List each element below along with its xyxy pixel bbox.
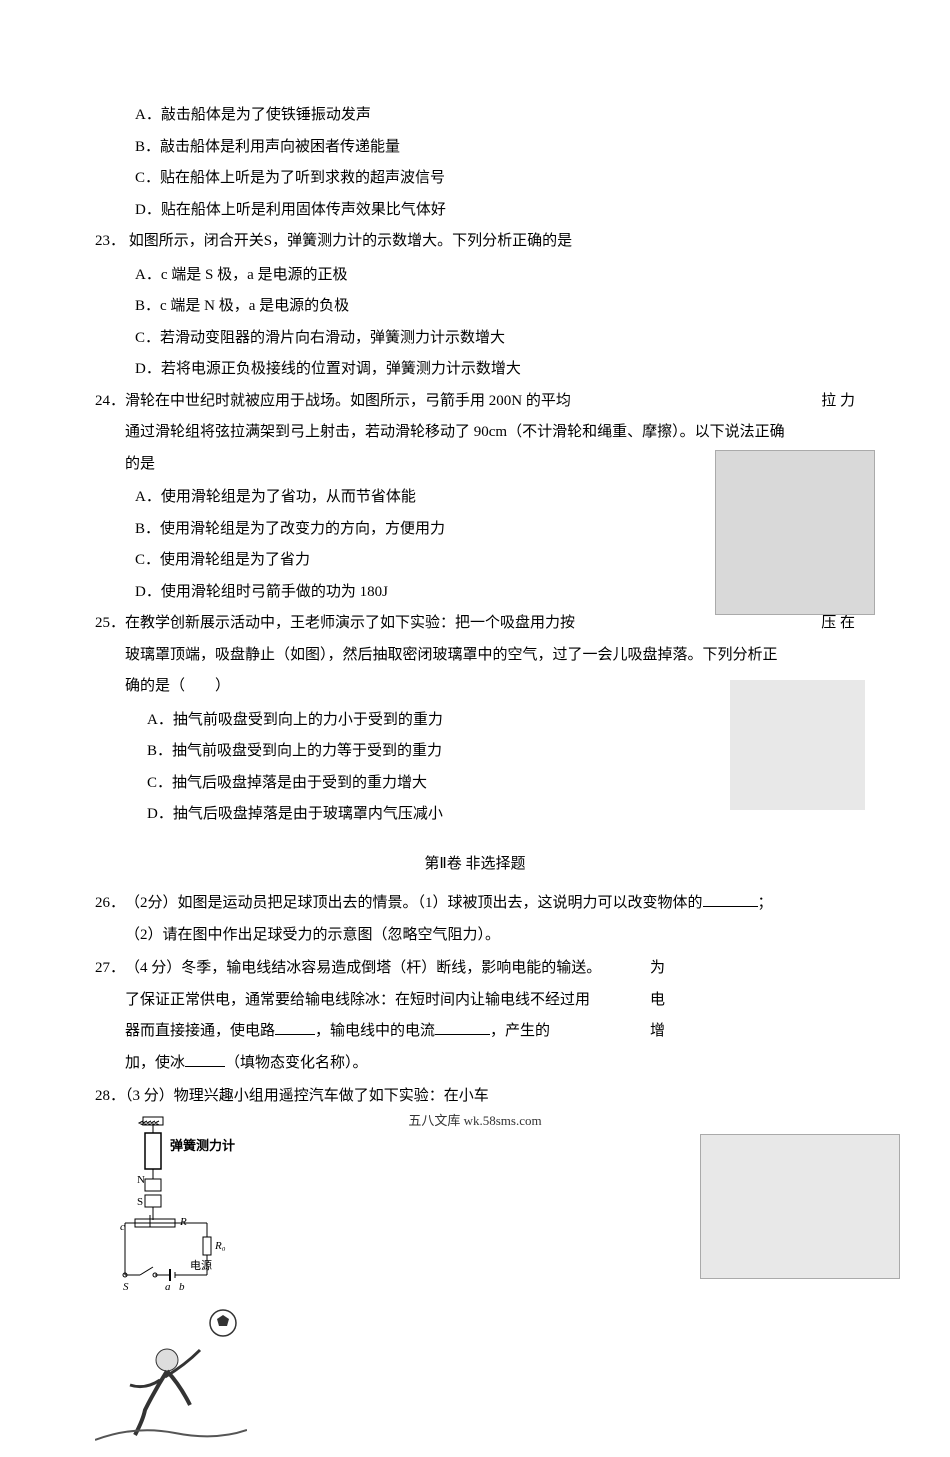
q26-number: 26． [95, 895, 125, 911]
q26-blank1 [703, 892, 758, 907]
q23: 23． 如图所示，闭合开关S，弹簧测力计的示数增大。下列分析正确的是 [95, 226, 655, 258]
svg-text:c: c [120, 1221, 125, 1233]
q27-line3-tail: 增 [650, 1016, 665, 1048]
q27-number: 27． [95, 960, 125, 976]
q24-stem-line1: 滑轮在中世纪时就被应用于战场。如图所示，弓箭手用 200N 的平均 [125, 386, 571, 418]
q22-option-d: D．贴在船体上听是利用固体传声效果比气体好 [95, 195, 855, 227]
q24-stem-tail: 拉 力 [651, 386, 855, 418]
q23-option-b: B．c 端是 N 极，a 是电源的负极 [95, 291, 855, 323]
q25-stem-line2: 玻璃罩顶端，吸盘静止（如图），然后抽取密闭玻璃罩中的空气，过了一会儿吸盘掉落。下… [125, 640, 855, 672]
q27-blank2 [435, 1020, 490, 1035]
q28-number: 28． [95, 1088, 125, 1104]
q27-line1a: （4 分）冬季，输电线结冰容易造成倒塔（杆）断线，影响电能的输送。 [125, 953, 601, 985]
q25-stem-line1: 在教学创新展示活动中，王老师演示了如下实验：把一个吸盘用力按 [125, 608, 575, 640]
q27-line3b: ，输电线中的电流 [315, 1023, 435, 1039]
q26-stem-line2: （2）请在图中作出足球受力的示意图（忽略空气阻力）。 [125, 920, 855, 952]
q26-stem-line1: （2分）如图是运动员把足球顶出去的情景。（1）球被顶出去，这说明力可以改变物体的 [125, 895, 703, 911]
q28-stem: （3 分）物理兴趣小组用遥控汽车做了如下实验：在小车 [125, 1088, 489, 1104]
figure-spring-dynamometer: 弹簧测力计 N S c R R₀ S a b 电源 [95, 1115, 245, 1305]
svg-text:a: a [165, 1281, 171, 1293]
q23-stem: 如图所示，闭合开关S，弹簧测力计的示数增大。下列分析正确的是 [129, 233, 572, 249]
q22-option-a: A．敲击船体是为了使铁锤振动发声 [95, 100, 855, 132]
q23-number: 23． [95, 233, 125, 249]
svg-text:R: R [179, 1216, 187, 1228]
q23-option-a: A．c 端是 S 极，a 是电源的正极 [95, 260, 855, 292]
q27-line2a: 了保证正常供电，通常要给输电线除冰：在短时间内让输电线不经过用 [125, 985, 590, 1017]
q27: 27． （4 分）冬季，输电线结冰容易造成倒塔（杆）断线，影响电能的输送。 为 … [95, 953, 855, 1079]
svg-text:S: S [137, 1196, 143, 1208]
q27-line3a: 器而直接接通，使电路 [125, 1023, 275, 1039]
q27-line2-tail: 电 [650, 985, 665, 1017]
svg-text:弹簧测力计: 弹簧测力计 [170, 1138, 235, 1153]
q27-line1-tail: 为 [650, 953, 665, 985]
q24-stem-line2: 通过滑轮组将弦拉满架到弓上射击，若动滑轮移动了 90cm（不计滑轮和绳重、摩擦）… [125, 417, 855, 449]
q27-line4b: （填物态变化名称）。 [225, 1055, 368, 1071]
q26-stem-tail: ； [758, 895, 773, 911]
svg-text:b: b [179, 1281, 185, 1293]
q26: 26． （2分）如图是运动员把足球顶出去的情景。（1）球被顶出去，这说明力可以改… [95, 888, 855, 951]
q27-blank3 [185, 1052, 225, 1067]
page-footer: 五八文库 wk.58sms.com [0, 1107, 950, 1134]
svg-text:电源: 电源 [190, 1258, 212, 1272]
q23-option-d: D．若将电源正负极接线的位置对调，弹簧测力计示数增大 [95, 354, 855, 386]
figure-archer-pulley [715, 450, 875, 615]
svg-text:S: S [123, 1281, 129, 1293]
q23-option-c: C．若滑动变阻器的滑片向右滑动，弹簧测力计示数增大 [95, 323, 855, 355]
q27-line3c: ，产生的 [490, 1023, 550, 1039]
q27-blank1 [275, 1020, 315, 1035]
svg-text:R₀: R₀ [214, 1240, 226, 1252]
q22-option-b: B．敲击船体是利用声向被困者传递能量 [95, 132, 855, 164]
q25-number: 25． [95, 615, 125, 631]
q24-number: 24． [95, 393, 125, 409]
q22-option-c: C．贴在船体上听是为了听到求救的超声波信号 [95, 163, 855, 195]
figure-remote-car [700, 1134, 900, 1279]
q27-line4a: 加，使冰 [125, 1055, 185, 1071]
section2-heading: 第Ⅱ卷 非选择题 [95, 849, 855, 881]
figure-soccer-header [95, 1305, 247, 1445]
figure-glass-jar-suction [730, 680, 865, 810]
svg-text:N: N [137, 1174, 145, 1186]
